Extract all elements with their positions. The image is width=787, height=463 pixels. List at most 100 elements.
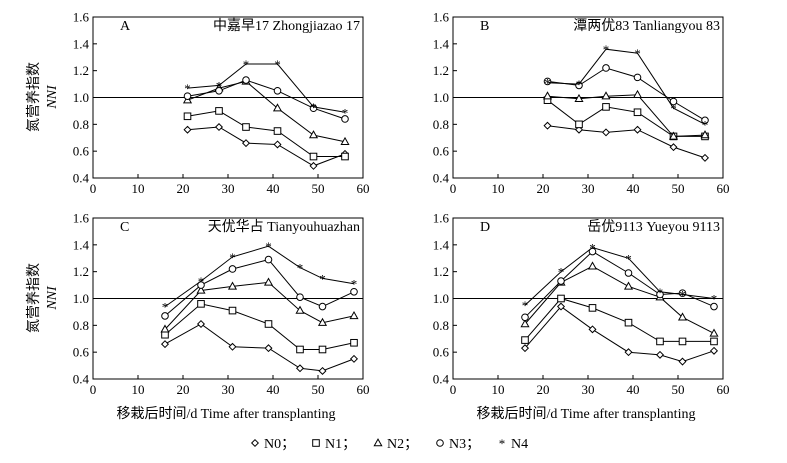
panel-a-n3-point: [183, 92, 192, 100]
panel-c-letter: C: [120, 220, 129, 235]
panel-c-x-tick-label: 0: [90, 382, 97, 397]
panel-a-x-tick-label: 40: [267, 181, 280, 196]
panel-a-n4-point: *: [274, 57, 281, 72]
panel-c-n4-point: *: [351, 277, 358, 292]
panel-a-series-n1-line: [187, 110, 345, 157]
panel-b-y-tick-label: 1.6: [433, 10, 450, 25]
panel-a-n0-point: [241, 139, 251, 148]
panel-a-n0-point: [309, 161, 318, 170]
panel-c-n3-point: [228, 265, 237, 273]
panel-d-letter: D: [480, 220, 490, 235]
panel-c-n4-point: *: [229, 250, 236, 265]
panel-c-x-tick-label: 60: [357, 382, 370, 397]
panel-d-y-tick-label: 1.0: [433, 291, 449, 306]
panel-d-n3-point: [710, 302, 718, 311]
panel-b-n4-point: *: [670, 101, 677, 116]
panel-b-n2-point: [542, 91, 553, 100]
panel-b-x-tick-label: 60: [717, 181, 730, 196]
panel-d-n2-point: [677, 312, 688, 321]
panel-d-n2-point: [623, 281, 634, 290]
panel-a-n0-point: [183, 125, 192, 134]
panel-c-n0-point: [196, 319, 206, 328]
panel-c-n1-point: [318, 345, 327, 354]
panel-a-n1-point: [242, 123, 250, 131]
panel-c-series-n4-line: [164, 245, 355, 308]
panel-b-series-n2-line: [547, 94, 706, 137]
panel-c-n2-point: [349, 311, 359, 320]
panel-a-series-n2-line: [187, 80, 346, 143]
panel-c-n3-point: [296, 293, 304, 301]
panel-a-y-tick-label: 1.0: [73, 90, 89, 105]
panel-a-n4-point: *: [342, 105, 349, 120]
panel-b-y-tick-label: 0.8: [433, 117, 449, 132]
panel-d-n2-point: [587, 261, 598, 270]
panel-c-y-tick-label: 1.2: [73, 264, 89, 279]
panel-c-n1-point: [228, 306, 237, 315]
panel-d-x-tick-label: 10: [492, 382, 505, 397]
panel-b-x-tick-label: 0: [450, 181, 457, 196]
panel-d-n1-point: [656, 337, 664, 346]
panel-a-n2-point: [340, 136, 350, 145]
panel-c-n0-point: [318, 366, 327, 375]
panel-a-y-tick-label: 1.6: [73, 10, 90, 25]
panel-b-x-tick-label: 10: [492, 181, 505, 196]
panel-b-n1-point: [575, 120, 583, 129]
panel-d-n0-point: [678, 357, 687, 366]
panel-a-n2-point: [272, 103, 283, 112]
panel-c-title: 天优华占 Tianyouhuazhan: [208, 219, 360, 235]
panel-a-n0-point: [214, 123, 224, 132]
panel-a-n1-point: [309, 152, 318, 161]
panel-a-x-tick-label: 0: [90, 181, 97, 196]
panel-c-n2-point: [263, 277, 274, 286]
panel-d-y-tick-label: 1.6: [433, 211, 450, 226]
panel-a-series-n3-line: [187, 79, 346, 120]
legend-marker-n4: *: [499, 436, 506, 451]
panel-b-series-n4-line: [547, 48, 706, 125]
panel-a-n1-point: [341, 152, 349, 161]
panel-a-n3-point: [309, 104, 318, 113]
panel-a-n1-point: [273, 127, 282, 135]
panel-d-series-n0-line: [524, 305, 715, 363]
panel-a-n3-point: [215, 86, 223, 95]
panel-c-n2-point: [227, 281, 238, 290]
panel-b-y-tick-label: 1.4: [433, 36, 450, 51]
panel-c-n4-point: *: [198, 274, 205, 289]
panel-a-n4-point: *: [184, 81, 191, 96]
panel-c-n4-point: *: [162, 300, 169, 315]
panel-b-n2-point: [668, 131, 679, 140]
panel-b-n4-point: *: [603, 42, 610, 57]
panel-b-n0-point: [700, 153, 710, 162]
y-axis-title-cn-bottom: 氮营养指数: [26, 263, 42, 333]
panel-b-y-tick-label: 0.6: [433, 144, 450, 159]
panel-d-n3-point: [521, 313, 529, 322]
panel-d-x-tick-label: 50: [672, 382, 685, 397]
legend-marker-n3: [436, 439, 444, 447]
panel-b-y-tick-label: 1.2: [433, 63, 449, 78]
panel-d-y-tick-label: 0.8: [433, 318, 449, 333]
panel-d-x-tick-label: 30: [582, 382, 595, 397]
panel-c-series-n1-line: [164, 303, 355, 350]
panel-c-n4-point: *: [297, 261, 304, 276]
panel-b-n4-point: *: [634, 46, 641, 61]
panel-b-n0-point: [633, 125, 642, 134]
legend-label-n0: N0；: [264, 437, 295, 452]
panel-a-y-tick-label: 0.4: [73, 171, 90, 186]
legend-marker-n2: [373, 438, 383, 447]
panel-a-x-tick-label: 50: [312, 181, 325, 196]
legend-label-n2: N2；: [387, 437, 418, 452]
y-axis-title-en-top: NNI: [45, 84, 60, 110]
panel-b-title: 潭两优83 Tanliangyou 83: [573, 17, 720, 34]
panel-c-n4-point: *: [319, 271, 326, 286]
panel-d-y-tick-label: 1.2: [433, 264, 449, 279]
panel-d-x-tick-label: 20: [537, 382, 550, 397]
panel-a-y-tick-label: 1.2: [73, 63, 89, 78]
panel-a-n3-point: [341, 115, 349, 123]
panel-d-x-tick-label: 40: [627, 382, 640, 397]
panel-d-n0-point: [709, 346, 719, 355]
panel-a-x-tick-label: 20: [177, 181, 190, 196]
panel-c-n0-point: [228, 342, 237, 351]
panel-c-n3-point: [197, 281, 205, 289]
panel-d-n2-point: [520, 319, 530, 328]
panel-a-title: 中嘉早17 Zhongjiazao 17: [213, 18, 360, 34]
